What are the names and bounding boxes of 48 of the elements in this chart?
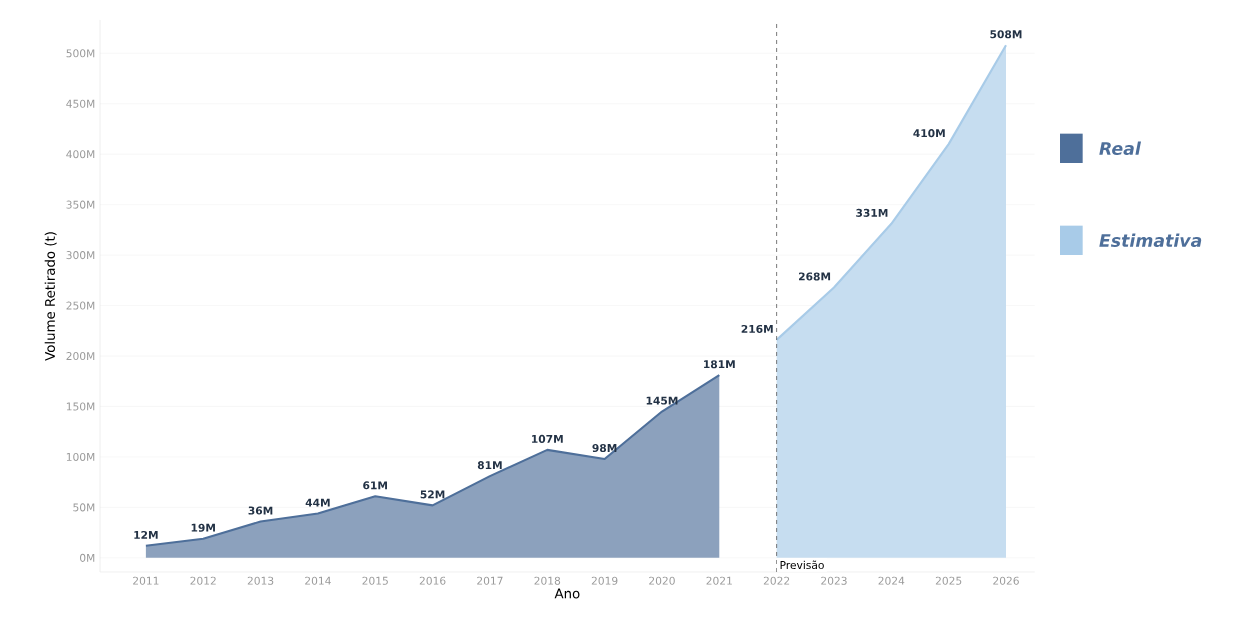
y-tick-label: 350M	[66, 200, 95, 209]
data-label: 216M	[741, 324, 773, 333]
y-tick-label: 500M	[66, 49, 95, 58]
ref-line-label: Previsão	[780, 560, 824, 570]
data-label: 61M	[363, 481, 387, 490]
data-label: 181M	[704, 360, 735, 369]
y-tick-label: 50M	[73, 503, 95, 512]
x-tick-label: 2015	[362, 576, 388, 585]
data-label: 331M	[856, 208, 888, 217]
data-label: 44M	[305, 498, 330, 507]
x-tick-label: 2013	[247, 576, 274, 585]
x-tick-label: 2023	[821, 576, 847, 585]
legend-label: Real	[1099, 141, 1142, 156]
x-tick-label: 2026	[993, 576, 1019, 585]
y-tick-label: 300M	[66, 251, 95, 260]
data-label: 145M	[646, 396, 678, 405]
data-label: 36M	[248, 506, 273, 515]
x-tick-label: 2021	[706, 576, 732, 585]
x-tick-label: 2012	[190, 576, 216, 585]
y-tick-label: 100M	[66, 452, 95, 461]
data-label: 107M	[532, 434, 563, 443]
legend-label: Estimativa	[1099, 233, 1202, 248]
x-tick-label: 2018	[534, 576, 561, 585]
data-label: 508M	[990, 30, 1022, 39]
data-label: 81M	[477, 461, 502, 470]
data-label: 19M	[191, 523, 215, 532]
x-tick-label: 2020	[649, 576, 675, 585]
data-label: 12M	[134, 530, 158, 539]
y-tick-label: 0M	[80, 553, 95, 562]
data-label: 52M	[420, 490, 445, 499]
x-tick-label: 2022	[763, 576, 790, 585]
x-tick-label: 2017	[477, 576, 503, 585]
x-tick-label: 2025	[935, 576, 962, 585]
y-axis-title: Volume Retirado (t)	[44, 232, 57, 361]
data-label: 268M	[799, 272, 831, 281]
x-tick-label: 2014	[305, 576, 331, 585]
x-tick-label: 2011	[133, 576, 159, 585]
data-label: 98M	[592, 443, 617, 453]
y-tick-label: 200M	[66, 351, 95, 361]
x-tick-label: 2024	[878, 576, 905, 585]
data-label: 410M	[913, 129, 945, 138]
y-tick-label: 250M	[66, 301, 95, 310]
y-tick-label: 400M	[66, 150, 95, 159]
x-tick-label: 2016	[419, 576, 446, 585]
y-tick-label: 150M	[66, 402, 95, 411]
x-tick-label: 2019	[591, 576, 618, 585]
x-axis-title: Ano	[554, 588, 580, 599]
y-tick-label: 450M	[66, 99, 95, 108]
